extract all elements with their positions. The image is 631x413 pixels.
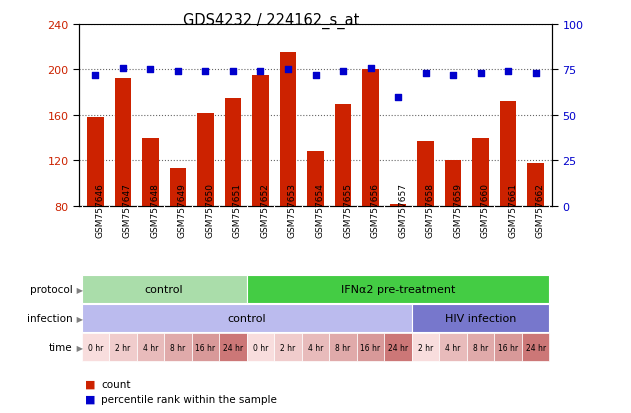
Text: ■: ■: [85, 379, 96, 389]
Text: 8 hr: 8 hr: [170, 343, 186, 352]
Bar: [197, 113, 214, 206]
Text: GSM757649: GSM757649: [178, 183, 187, 237]
Bar: [115, 79, 131, 206]
Text: 8 hr: 8 hr: [473, 343, 488, 352]
Bar: [445, 161, 461, 206]
Point: [256, 69, 266, 75]
Text: GSM757647: GSM757647: [123, 183, 132, 237]
Text: ▶: ▶: [74, 285, 83, 294]
Text: 4 hr: 4 hr: [445, 343, 461, 352]
Point: [173, 69, 183, 75]
Point: [118, 65, 128, 72]
Bar: [170, 169, 186, 206]
Bar: [528, 164, 544, 206]
Point: [228, 69, 238, 75]
Text: GSM757657: GSM757657: [398, 183, 407, 237]
Text: 24 hr: 24 hr: [388, 343, 408, 352]
Text: percentile rank within the sample: percentile rank within the sample: [101, 394, 277, 404]
Text: 2 hr: 2 hr: [418, 343, 433, 352]
Text: 4 hr: 4 hr: [143, 343, 158, 352]
Point: [283, 67, 293, 74]
Bar: [362, 70, 379, 206]
Point: [420, 71, 430, 77]
Point: [90, 72, 100, 79]
Bar: [225, 99, 241, 206]
Text: control: control: [227, 313, 266, 323]
Text: 16 hr: 16 hr: [196, 343, 216, 352]
Bar: [280, 53, 296, 206]
Text: GSM757660: GSM757660: [481, 183, 490, 237]
Bar: [142, 138, 158, 206]
Text: GSM757659: GSM757659: [453, 183, 462, 237]
Text: time: time: [49, 342, 73, 352]
Text: GSM757646: GSM757646: [95, 183, 104, 237]
Point: [503, 69, 513, 75]
Text: 16 hr: 16 hr: [498, 343, 518, 352]
Text: ■: ■: [85, 394, 96, 404]
Text: 4 hr: 4 hr: [308, 343, 323, 352]
Text: GSM757661: GSM757661: [508, 183, 517, 237]
Text: GSM757652: GSM757652: [261, 183, 269, 237]
Text: count: count: [101, 379, 131, 389]
Text: 24 hr: 24 hr: [223, 343, 243, 352]
Text: 0 hr: 0 hr: [88, 343, 103, 352]
Text: 2 hr: 2 hr: [115, 343, 131, 352]
Text: control: control: [145, 285, 184, 294]
Bar: [87, 118, 103, 206]
Text: GSM757658: GSM757658: [425, 183, 435, 237]
Point: [201, 69, 211, 75]
Point: [476, 71, 486, 77]
Text: ▶: ▶: [74, 314, 83, 323]
Point: [145, 67, 155, 74]
Text: 8 hr: 8 hr: [336, 343, 351, 352]
Text: GSM757648: GSM757648: [150, 183, 160, 237]
Text: GSM757654: GSM757654: [316, 183, 324, 237]
Text: GSM757656: GSM757656: [370, 183, 379, 237]
Point: [338, 69, 348, 75]
Bar: [252, 76, 269, 206]
Point: [531, 71, 541, 77]
Text: 24 hr: 24 hr: [526, 343, 546, 352]
Bar: [307, 152, 324, 206]
Text: GSM757662: GSM757662: [536, 183, 545, 237]
Text: GSM757655: GSM757655: [343, 183, 352, 237]
Point: [365, 65, 375, 72]
Text: 16 hr: 16 hr: [360, 343, 380, 352]
Bar: [417, 142, 433, 206]
Point: [393, 94, 403, 101]
Text: GDS4232 / 224162_s_at: GDS4232 / 224162_s_at: [183, 12, 360, 28]
Text: GSM757650: GSM757650: [206, 183, 215, 237]
Text: IFNα2 pre-treatment: IFNα2 pre-treatment: [341, 285, 455, 294]
Text: protocol: protocol: [30, 285, 73, 294]
Text: 0 hr: 0 hr: [253, 343, 268, 352]
Text: 2 hr: 2 hr: [280, 343, 295, 352]
Bar: [335, 104, 351, 206]
Point: [448, 72, 458, 79]
Text: HIV infection: HIV infection: [445, 313, 516, 323]
Text: ▶: ▶: [74, 343, 83, 352]
Text: infection: infection: [27, 313, 73, 323]
Bar: [473, 138, 489, 206]
Bar: [390, 204, 406, 206]
Text: GSM757651: GSM757651: [233, 183, 242, 237]
Bar: [500, 102, 516, 206]
Point: [310, 72, 321, 79]
Text: GSM757653: GSM757653: [288, 183, 297, 237]
